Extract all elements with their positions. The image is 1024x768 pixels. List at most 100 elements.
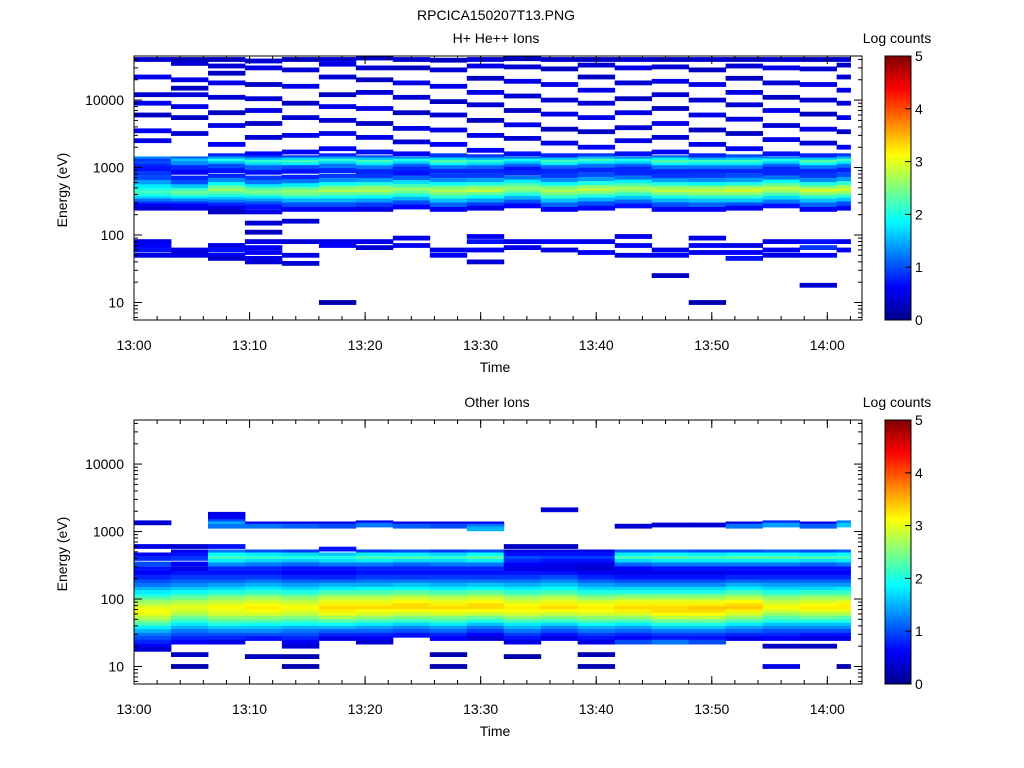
spectrogram-cell: [244, 523, 283, 529]
colorbar-tick-label: 4: [915, 465, 923, 481]
spectrogram-cell: [503, 158, 542, 164]
panel-other-ions: Other Ions Log counts Time Energy (eV) 1…: [54, 394, 931, 739]
spectrogram-cell: [577, 590, 616, 595]
spectrogram-cell: [208, 629, 246, 634]
spectrogram-cell: [540, 612, 579, 618]
spectrogram-cell: [134, 632, 172, 638]
x-tick-label: 13:30: [463, 701, 498, 717]
spectrogram-cell: [762, 664, 800, 669]
spectrogram-cell: [651, 636, 690, 641]
spectrogram-cell: [540, 590, 579, 595]
spectrogram-cell: [762, 629, 800, 634]
spectrogram-cell: [725, 579, 763, 585]
spectrogram-cell: [614, 80, 653, 86]
spectrogram-cell: [836, 599, 851, 605]
spectrogram-cell: [503, 549, 542, 555]
spectrogram-cell: [762, 556, 800, 561]
spectrogram-cell: [392, 632, 431, 638]
spectrogram-cell: [799, 523, 837, 529]
spectrogram-cell: [171, 606, 209, 611]
spectrogram-cell: [244, 229, 283, 235]
spectrogram-cell: [171, 549, 209, 555]
spectrogram-cell: [244, 629, 283, 634]
spectrogram-cell: [281, 261, 320, 266]
spectrogram-cell: [244, 151, 283, 157]
spectrogram-cell: [651, 625, 690, 631]
spectrogram-cell: [503, 163, 542, 169]
spectrogram-cell: [688, 235, 727, 241]
spectrogram-cell: [725, 523, 763, 529]
spectrogram-cell: [208, 552, 246, 558]
spectrogram-cell: [318, 566, 357, 572]
spectrogram-cell: [540, 198, 579, 204]
spectrogram-cell: [503, 603, 542, 608]
spectrogram-cell: [244, 204, 283, 210]
spectrogram-cell: [540, 549, 579, 555]
spectrogram-cell: [725, 192, 763, 197]
spectrogram-cell: [355, 178, 394, 183]
spectrogram-cell: [392, 612, 431, 618]
spectrogram-cell: [134, 195, 172, 201]
y-axis-label: Energy (eV): [54, 517, 70, 592]
spectrogram-cell: [171, 187, 209, 193]
spectrogram-cell: [503, 199, 542, 205]
spectrogram-cell: [725, 636, 763, 641]
spectrogram-cell: [688, 590, 727, 595]
spectrogram-cell: [614, 596, 653, 602]
spectrogram-cell: [651, 202, 690, 208]
spectrogram-cell: [134, 615, 172, 621]
spectrogram-cell: [318, 619, 357, 625]
spectrogram-cell: [244, 549, 283, 555]
spectrogram-cell: [799, 282, 837, 288]
figure-title: RPCICA150207T13.PNG: [417, 7, 575, 23]
colorbar-tick-label: 4: [915, 101, 923, 117]
spectrogram-cell: [244, 184, 283, 190]
spectrogram-cell: [725, 168, 763, 174]
spectrogram-cell: [244, 590, 283, 595]
spectrogram-cell: [171, 556, 209, 561]
spectrogram-cell: [171, 247, 209, 253]
spectrogram-cell: [614, 96, 653, 102]
spectrogram-cell: [208, 549, 246, 555]
spectrogram-cell: [577, 606, 616, 611]
spectrogram-cell: [318, 523, 357, 529]
spectrogram-cell: [577, 87, 616, 93]
spectrogram-cell: [836, 144, 851, 150]
spectrogram-cell: [577, 619, 616, 625]
spectrogram-cell: [799, 566, 837, 572]
spectrogram-cell: [503, 245, 542, 250]
spectrogram-cell: [281, 523, 320, 529]
spectrogram-cell: [281, 599, 320, 605]
spectrogram-cell: [392, 187, 431, 193]
spectrogram-cell: [799, 632, 837, 638]
spectrogram-cell: [208, 544, 246, 549]
spectrogram-cell: [171, 596, 209, 602]
spectrogram-cell: [577, 632, 616, 638]
spectrogram-cell: [577, 636, 616, 641]
spectrogram-cell: [503, 606, 542, 611]
x-tick-label: 13:00: [116, 337, 151, 353]
spectrogram-cell: [614, 171, 653, 176]
spectrogram-cell: [392, 151, 431, 157]
spectrogram-cell: [208, 158, 246, 164]
spectrogram-cell: [466, 596, 505, 602]
spectrogram-cell: [725, 566, 763, 572]
colorbar-tick-label: 2: [915, 206, 923, 222]
spectrogram-cell: [614, 625, 653, 631]
spectrogram-cell: [355, 566, 394, 572]
spectrogram-cell: [651, 590, 690, 595]
spectrogram-cell: [651, 579, 690, 585]
spectrogram-cell: [244, 159, 283, 165]
spectrogram-cell: [577, 129, 616, 135]
panel-title: Other Ions: [464, 394, 529, 410]
spectrogram-cell: [651, 169, 690, 174]
spectrogram-cell: [429, 552, 468, 558]
spectrogram-cell: [577, 194, 616, 200]
spectrogram-cell: [651, 135, 690, 140]
spectrogram-cell: [134, 606, 172, 611]
spectrogram-cell: [355, 609, 394, 614]
spectrogram-cell: [208, 63, 246, 69]
spectrogram-cell: [799, 192, 837, 197]
spectrogram-cell: [799, 140, 837, 146]
spectrogram-cell: [836, 172, 851, 178]
